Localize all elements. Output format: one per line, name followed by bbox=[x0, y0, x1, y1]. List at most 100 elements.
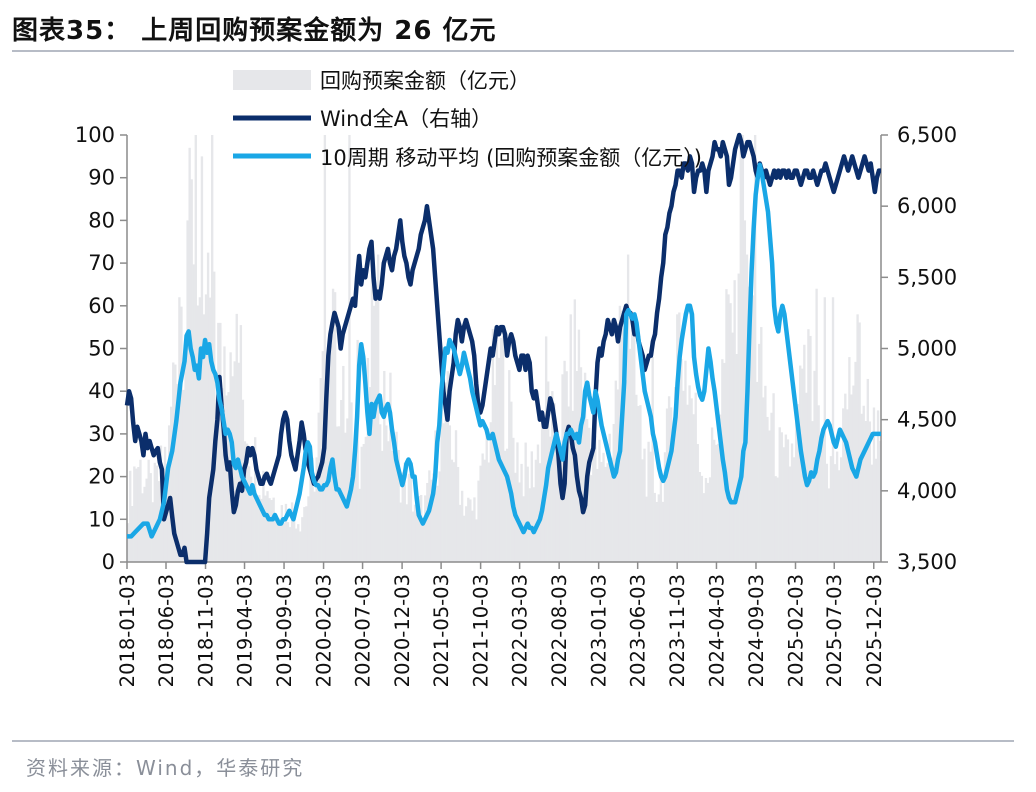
bar bbox=[477, 480, 480, 562]
bar bbox=[708, 477, 712, 562]
bar bbox=[628, 348, 632, 562]
bar bbox=[766, 416, 769, 562]
bar bbox=[665, 408, 669, 562]
bar bbox=[440, 410, 443, 562]
bar bbox=[610, 457, 613, 562]
bar bbox=[374, 291, 378, 562]
bar bbox=[520, 463, 523, 562]
bar bbox=[309, 462, 312, 562]
bar bbox=[391, 450, 394, 562]
bar bbox=[278, 518, 281, 562]
bar bbox=[596, 468, 599, 562]
bar bbox=[213, 271, 216, 562]
left-tick-label: 90 bbox=[88, 166, 115, 190]
bar bbox=[655, 501, 658, 562]
bar bbox=[557, 447, 560, 562]
bar bbox=[188, 147, 191, 562]
bar bbox=[342, 365, 345, 562]
x-tick-label: 2025-12-03 bbox=[863, 574, 886, 687]
bar bbox=[282, 523, 286, 562]
bar bbox=[788, 466, 792, 562]
bar bbox=[405, 504, 408, 562]
bar bbox=[659, 478, 663, 562]
bar bbox=[874, 458, 878, 562]
bar bbox=[645, 496, 648, 562]
bar bbox=[397, 450, 400, 562]
bar bbox=[501, 336, 505, 562]
bar bbox=[196, 305, 200, 562]
bar bbox=[368, 387, 372, 562]
left-tick-label: 10 bbox=[88, 507, 115, 531]
bar bbox=[604, 466, 607, 562]
bar bbox=[551, 391, 554, 562]
bar bbox=[458, 504, 462, 562]
bar bbox=[469, 499, 472, 562]
title-rule bbox=[12, 50, 1014, 52]
bar bbox=[739, 135, 742, 562]
bar bbox=[450, 459, 454, 562]
bar bbox=[313, 491, 316, 562]
bar bbox=[555, 440, 558, 562]
x-tick-label: 2023-11-03 bbox=[666, 574, 689, 687]
bar bbox=[694, 392, 697, 562]
bar bbox=[182, 389, 185, 562]
bar bbox=[239, 325, 243, 562]
bar bbox=[383, 370, 386, 562]
bar bbox=[159, 445, 163, 562]
right-tick-label: 3,500 bbox=[897, 550, 957, 574]
bar bbox=[479, 465, 482, 562]
bar bbox=[225, 395, 228, 562]
bar bbox=[475, 519, 478, 562]
bar bbox=[772, 393, 775, 562]
x-tick-label: 2025-07-03 bbox=[823, 574, 846, 687]
bar bbox=[680, 359, 683, 562]
x-tick-label: 2024-09-03 bbox=[745, 574, 768, 687]
bar bbox=[442, 423, 445, 562]
bar bbox=[590, 475, 593, 562]
bar bbox=[366, 357, 370, 562]
bar bbox=[155, 465, 159, 562]
bar bbox=[438, 471, 441, 562]
bar bbox=[286, 522, 290, 562]
bar bbox=[387, 441, 390, 562]
bar bbox=[235, 313, 238, 562]
bar bbox=[415, 493, 419, 562]
bar bbox=[284, 503, 288, 562]
bar bbox=[598, 439, 601, 562]
bar bbox=[292, 515, 296, 562]
bar bbox=[510, 401, 513, 562]
bar bbox=[731, 332, 734, 562]
bar bbox=[561, 374, 564, 562]
bar bbox=[348, 135, 351, 562]
bar bbox=[362, 443, 365, 562]
bar bbox=[626, 254, 630, 562]
source-note: 资料来源：Wind，华泰研究 bbox=[26, 756, 305, 780]
bar bbox=[344, 432, 347, 562]
bar bbox=[172, 362, 175, 562]
bar bbox=[493, 385, 497, 562]
bar bbox=[376, 254, 380, 562]
bar bbox=[204, 294, 208, 562]
x-tick-label: 2019-09-03 bbox=[273, 574, 296, 687]
left-tick-label: 70 bbox=[88, 251, 115, 275]
bar bbox=[866, 378, 870, 562]
right-tick-label: 5,000 bbox=[897, 337, 957, 361]
left-tick-label: 100 bbox=[75, 123, 115, 147]
legend-label-bars: 回购预案金额（亿元） bbox=[320, 69, 530, 93]
bar bbox=[260, 498, 263, 562]
bar bbox=[756, 381, 759, 562]
bar bbox=[436, 485, 439, 562]
bar bbox=[393, 448, 396, 562]
bar bbox=[399, 502, 402, 562]
bar bbox=[704, 477, 708, 562]
source-rule bbox=[12, 740, 1014, 742]
bar bbox=[499, 337, 503, 562]
bar bbox=[829, 456, 833, 562]
bar bbox=[483, 459, 486, 562]
bar bbox=[631, 311, 634, 562]
bar bbox=[508, 370, 511, 562]
bar bbox=[346, 418, 349, 562]
wind-all-a-line bbox=[124, 132, 882, 565]
x-tick-label: 2019-04-03 bbox=[234, 574, 257, 687]
bar bbox=[299, 531, 302, 562]
